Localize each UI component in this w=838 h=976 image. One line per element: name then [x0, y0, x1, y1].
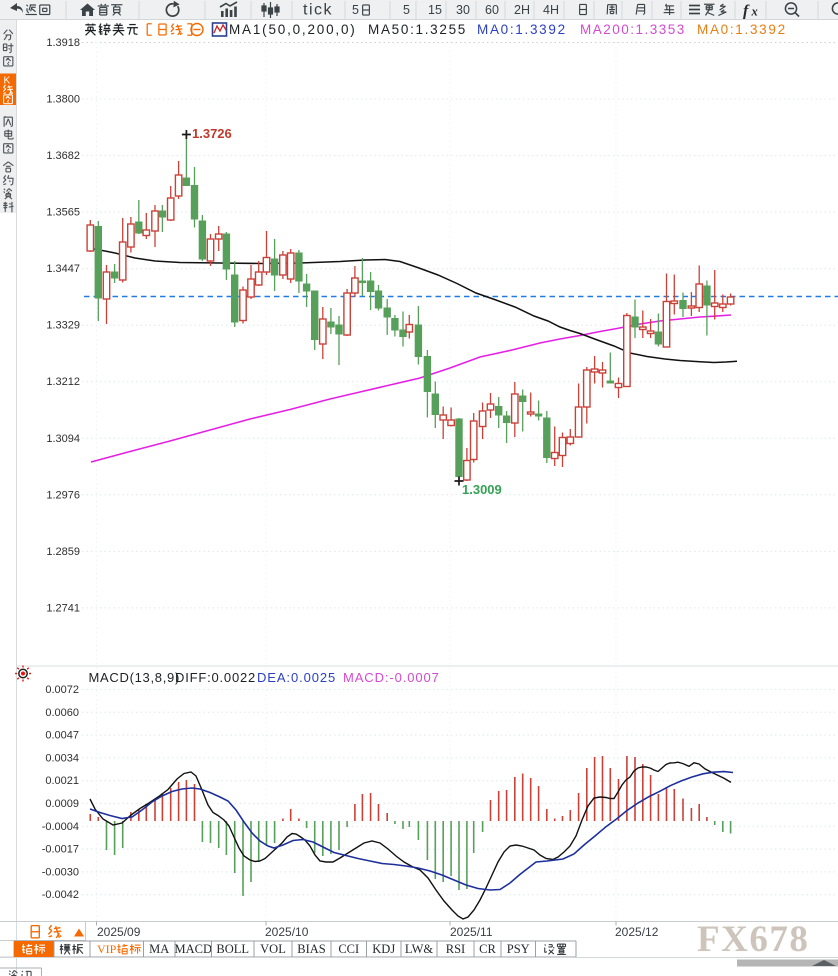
- svg-text:0.0034: 0.0034: [45, 752, 79, 764]
- svg-text:1.2741: 1.2741: [46, 602, 80, 614]
- svg-text:1.3682: 1.3682: [46, 150, 80, 162]
- svg-text:MACD(13,8,9): MACD(13,8,9): [89, 670, 180, 685]
- svg-text:-0.0017: -0.0017: [42, 844, 79, 856]
- svg-text:CR: CR: [479, 942, 496, 956]
- svg-text:VIP: VIP: [97, 942, 117, 956]
- svg-text:tick: tick: [303, 2, 333, 19]
- svg-text:60: 60: [485, 3, 499, 17]
- svg-text:MACD:-0.0007: MACD:-0.0007: [343, 670, 440, 685]
- svg-text:BOLL: BOLL: [216, 942, 249, 956]
- svg-text:MA1(50,0,200,0): MA1(50,0,200,0): [229, 22, 357, 37]
- svg-text:30: 30: [456, 3, 470, 17]
- svg-text:0.0060: 0.0060: [45, 707, 79, 719]
- svg-text:DEA:0.0025: DEA:0.0025: [257, 670, 336, 685]
- svg-text:MA0:1.3392: MA0:1.3392: [697, 22, 787, 37]
- svg-text:x: x: [751, 5, 758, 19]
- svg-text:1.3918: 1.3918: [46, 37, 80, 49]
- svg-text:0.0047: 0.0047: [45, 730, 79, 742]
- svg-text:1.3212: 1.3212: [46, 376, 80, 388]
- svg-text:4H: 4H: [543, 3, 559, 17]
- svg-text:MA: MA: [149, 942, 169, 956]
- svg-text:1.3800: 1.3800: [46, 94, 80, 106]
- svg-text:1.3009: 1.3009: [462, 482, 502, 497]
- svg-text:2H: 2H: [514, 3, 530, 17]
- svg-text:15: 15: [428, 3, 442, 17]
- svg-text:2025/10: 2025/10: [265, 925, 309, 939]
- svg-text:5: 5: [403, 3, 410, 17]
- svg-text:2025/12: 2025/12: [615, 925, 659, 939]
- svg-text:MA0:1.3392: MA0:1.3392: [477, 22, 567, 37]
- svg-text:1.2976: 1.2976: [46, 489, 80, 501]
- svg-text:1.3329: 1.3329: [46, 320, 80, 332]
- svg-text:2025/11: 2025/11: [450, 925, 493, 939]
- svg-text:BIAS: BIAS: [297, 942, 326, 956]
- svg-text:PSY: PSY: [507, 942, 530, 956]
- svg-text:1.3094: 1.3094: [46, 433, 80, 445]
- svg-text:f: f: [743, 3, 750, 20]
- svg-text:-0.0042: -0.0042: [42, 889, 79, 901]
- svg-text:MACD: MACD: [174, 942, 212, 956]
- svg-text:-0.0004: -0.0004: [42, 821, 79, 833]
- svg-text:1.3447: 1.3447: [46, 263, 80, 275]
- svg-text:CCI: CCI: [338, 942, 359, 956]
- svg-text:0.0072: 0.0072: [45, 684, 79, 696]
- svg-text:-0.0030: -0.0030: [42, 866, 79, 878]
- svg-text:LW&: LW&: [405, 942, 434, 956]
- svg-text:0.0009: 0.0009: [45, 798, 79, 810]
- svg-text:MA200:1.3353: MA200:1.3353: [580, 22, 686, 37]
- svg-text:1.3726: 1.3726: [192, 126, 232, 141]
- svg-text:1.3565: 1.3565: [46, 207, 80, 219]
- svg-text:K: K: [4, 76, 11, 87]
- svg-text:VOL: VOL: [260, 942, 286, 956]
- svg-text:1.2859: 1.2859: [46, 546, 80, 558]
- svg-text:5: 5: [352, 3, 359, 17]
- svg-text:FX678: FX678: [697, 919, 809, 960]
- svg-text:DIFF:0.0022: DIFF:0.0022: [175, 670, 256, 685]
- svg-text:MA50:1.3255: MA50:1.3255: [368, 22, 467, 37]
- svg-text:2025/09: 2025/09: [97, 925, 141, 939]
- svg-text:0.0021: 0.0021: [45, 775, 79, 787]
- svg-text:RSI: RSI: [446, 942, 465, 956]
- svg-text:KDJ: KDJ: [372, 942, 395, 956]
